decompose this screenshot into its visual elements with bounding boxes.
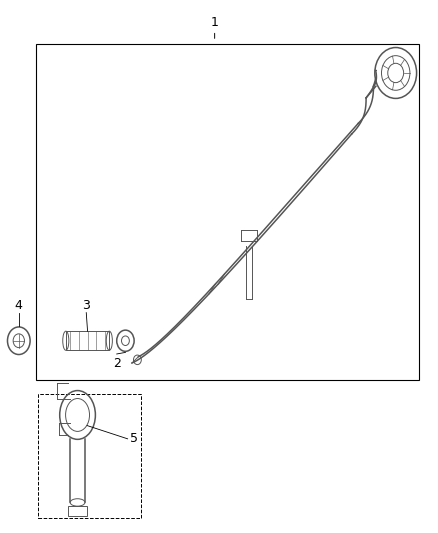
Text: 2: 2 bbox=[113, 357, 120, 370]
Bar bbox=[36, 44, 419, 381]
Text: 4: 4 bbox=[15, 298, 23, 312]
Text: 5: 5 bbox=[130, 432, 138, 446]
Bar bbox=[68, 506, 87, 516]
Bar bbox=[39, 394, 141, 519]
Text: 1: 1 bbox=[211, 16, 219, 29]
Bar bbox=[66, 331, 110, 350]
Text: 3: 3 bbox=[82, 298, 90, 312]
